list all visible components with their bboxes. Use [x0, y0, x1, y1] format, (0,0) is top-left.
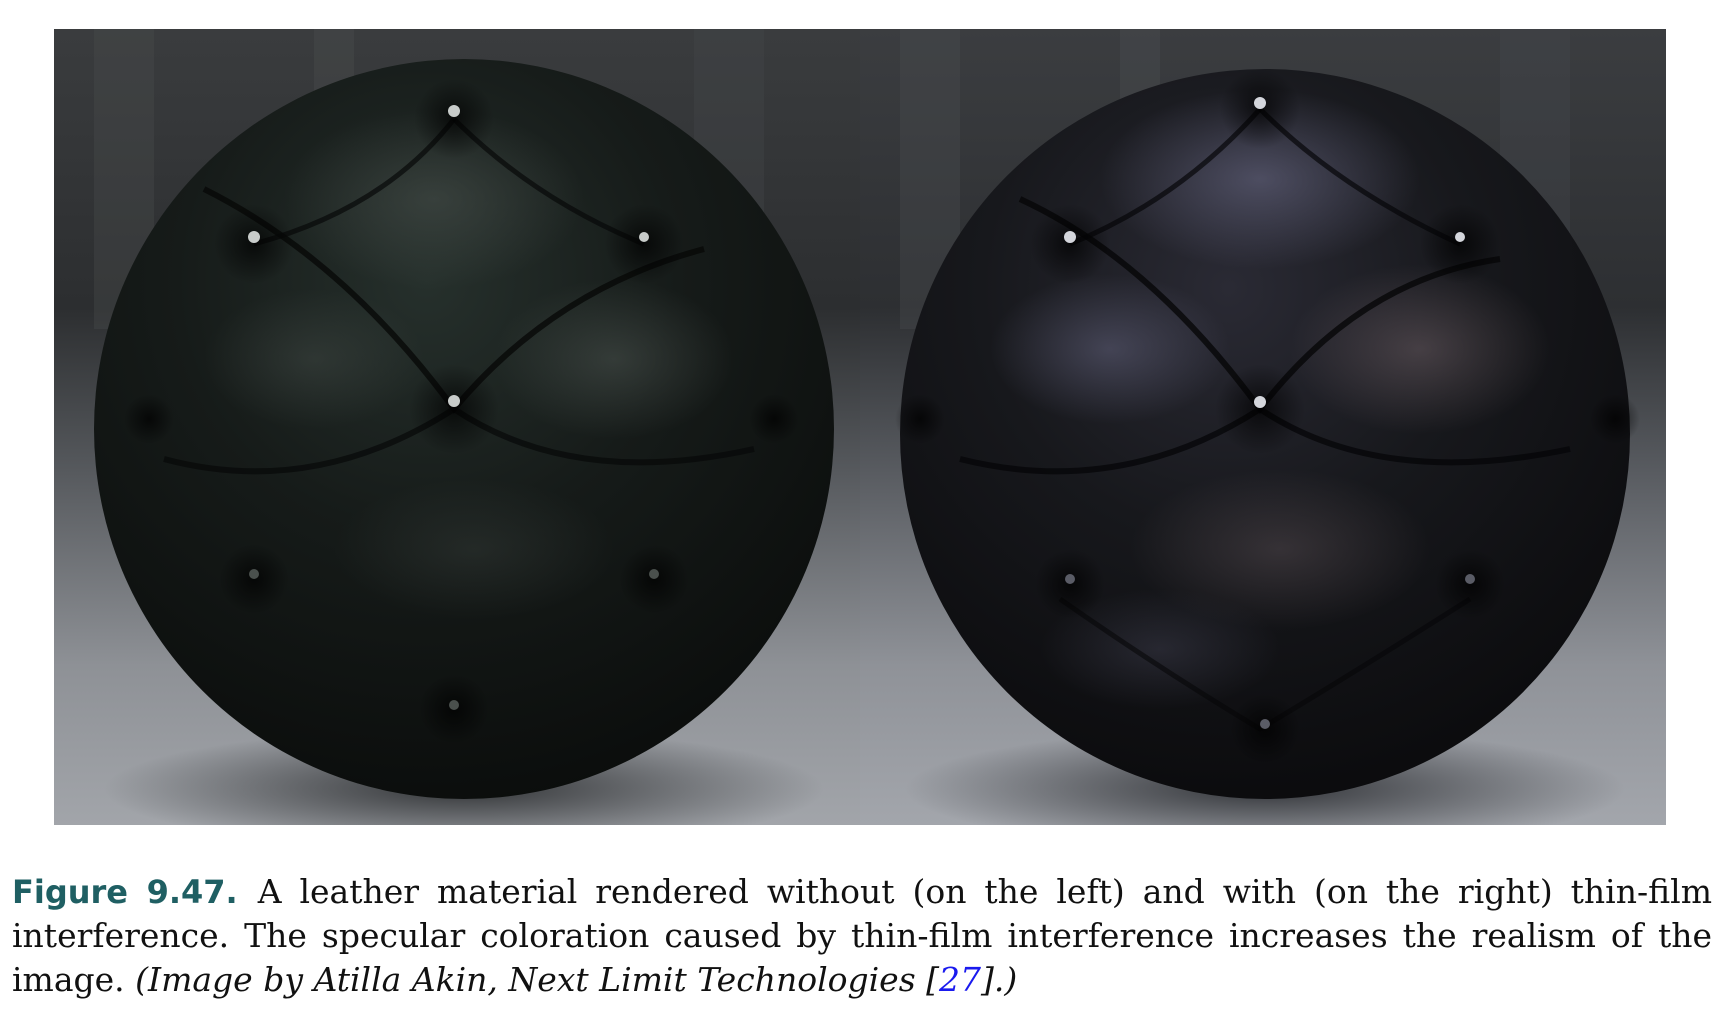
leather-sphere-thin-film-image [860, 29, 1666, 825]
figure-images [54, 29, 1666, 825]
credit-suffix: ].) [981, 960, 1018, 999]
credit-prefix: (Image by Atilla Akin, Next Limit Techno… [135, 960, 939, 999]
right-render-with-thin-film [860, 29, 1666, 825]
caption-text: A leather material rendered without (on … [12, 872, 1713, 999]
reference-link[interactable]: 27 [939, 960, 981, 999]
figure-label: Figure 9.47. [12, 873, 238, 911]
figure-caption: Figure 9.47. A leather material rendered … [12, 870, 1712, 1002]
left-render-without-thin-film [54, 29, 860, 825]
leather-sphere-plain-image [54, 29, 860, 825]
image-credit: (Image by Atilla Akin, Next Limit Techno… [135, 960, 1017, 999]
